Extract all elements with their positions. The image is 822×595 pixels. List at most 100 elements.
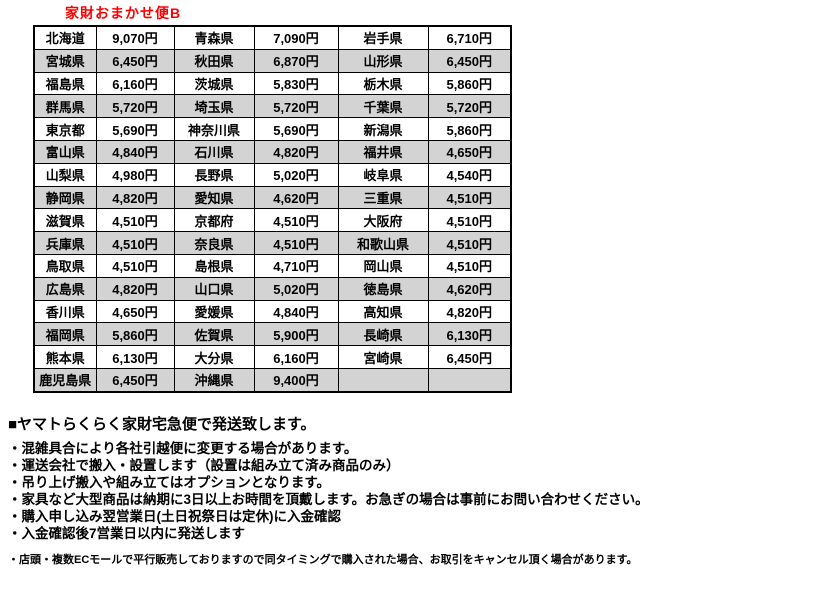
- prefecture-cell: 千葉県: [337, 94, 429, 119]
- price-cell: 4,710円: [253, 253, 339, 278]
- price-cell: 6,130円: [95, 345, 175, 369]
- prefecture-cell: 三重県: [337, 185, 429, 210]
- price-cell: 4,510円: [253, 208, 339, 233]
- table-row: 群馬県 5,720円 埼玉県 5,720円 千葉県 5,720円: [33, 94, 512, 119]
- price-cell: 6,870円: [253, 48, 339, 73]
- prefecture-cell: 群馬県: [33, 94, 97, 119]
- table-row: 鹿児島県 6,450円 沖縄県 9,400円: [33, 367, 512, 393]
- price-cell: 6,450円: [95, 48, 175, 73]
- price-cell: 5,020円: [253, 162, 339, 187]
- prefecture-cell: 香川県: [33, 299, 97, 324]
- price-cell: 4,980円: [95, 162, 175, 187]
- price-cell: 5,020円: [253, 276, 339, 301]
- table-row: 熊本県 6,130円 大分県 6,160円 宮崎県 6,450円: [33, 345, 512, 369]
- price-cell: 4,840円: [253, 299, 339, 324]
- prefecture-cell: 広島県: [33, 276, 97, 301]
- prefecture-cell: 愛媛県: [173, 299, 255, 324]
- price-cell: 4,510円: [95, 231, 175, 255]
- prefecture-cell: 徳島県: [337, 276, 429, 301]
- price-cell: 5,860円: [95, 322, 175, 347]
- table-row: 広島県 4,820円 山口県 5,020円 徳島県 4,620円: [33, 276, 512, 301]
- prefecture-cell: 鳥取県: [33, 253, 97, 278]
- prefecture-cell: 兵庫県: [33, 231, 97, 255]
- prefecture-cell: 福岡県: [33, 322, 97, 347]
- price-cell: 6,710円: [427, 25, 512, 50]
- price-cell: 4,540円: [427, 162, 512, 187]
- prefecture-cell: 神奈川県: [173, 117, 255, 141]
- prefecture-cell: 埼玉県: [173, 94, 255, 119]
- price-cell: 4,510円: [427, 185, 512, 210]
- table-row: 東京都 5,690円 神奈川県 5,690円 新潟県 5,860円: [33, 117, 512, 141]
- prefecture-cell: 奈良県: [173, 231, 255, 255]
- shipping-notes-list: ・混雑具合により各社引越便に変更する場合があります。・運送会社で搬入・設置します…: [8, 440, 649, 542]
- prefecture-cell: 山形県: [337, 48, 429, 73]
- prefecture-cell: 青森県: [173, 25, 255, 50]
- prefecture-cell: 宮城県: [33, 48, 97, 73]
- table-row: 宮城県 6,450円 秋田県 6,870円 山形県 6,450円: [33, 48, 512, 73]
- prefecture-cell: 島根県: [173, 253, 255, 278]
- prefecture-cell: 熊本県: [33, 345, 97, 369]
- note-line: ・入金確認後7営業日以内に発送します: [8, 526, 246, 541]
- table-row: 福島県 6,160円 茨城県 5,830円 栃木県 5,860円: [33, 71, 512, 96]
- prefecture-cell: 長崎県: [337, 322, 429, 347]
- prefecture-cell: 福井県: [337, 139, 429, 164]
- prefecture-cell: 茨城県: [173, 71, 255, 96]
- prefecture-cell: 大分県: [173, 345, 255, 369]
- price-cell: 4,620円: [427, 276, 512, 301]
- table-row: 滋賀県 4,510円 京都府 4,510円 大阪府 4,510円: [33, 208, 512, 233]
- note-line: ・吊り上げ搬入や組み立てはオプションとなります。: [8, 475, 330, 490]
- price-cell: 5,830円: [253, 71, 339, 96]
- price-cell: 4,820円: [253, 139, 339, 164]
- table-row: 山梨県 4,980円 長野県 5,020円 岐阜県 4,540円: [33, 162, 512, 187]
- price-cell: 6,450円: [427, 48, 512, 73]
- price-cell: [427, 367, 512, 393]
- prefecture-cell: 秋田県: [173, 48, 255, 73]
- prefecture-cell: 沖縄県: [173, 367, 255, 393]
- table-row: 福岡県 5,860円 佐賀県 5,900円 長崎県 6,130円: [33, 322, 512, 347]
- price-cell: 4,820円: [95, 276, 175, 301]
- shipping-method-heading: ■ヤマトらくらく家財宅急便で発送致します。: [8, 416, 316, 433]
- prefecture-cell: 栃木県: [337, 71, 429, 96]
- price-cell: 4,510円: [427, 231, 512, 255]
- price-cell: 6,450円: [95, 367, 175, 393]
- price-cell: 4,820円: [95, 185, 175, 210]
- price-cell: 5,720円: [95, 94, 175, 119]
- price-cell: 6,160円: [95, 71, 175, 96]
- prefecture-cell: 静岡県: [33, 185, 97, 210]
- price-cell: 4,620円: [253, 185, 339, 210]
- prefecture-cell: 佐賀県: [173, 322, 255, 347]
- shipping-price-table: 北海道 9,070円 青森県 7,090円 岩手県 6,710円 宮城県 6,450円 秋田県 6…: [33, 25, 512, 393]
- table-row: 鳥取県 4,510円 島根県 4,710円 岡山県 4,510円: [33, 253, 512, 278]
- prefecture-cell: 東京都: [33, 117, 97, 141]
- cancellation-footnote: ・店頭・複数ECモールで平行販売しておりますので同タイミングで購入された場合、お…: [8, 554, 638, 566]
- prefecture-cell: 宮崎県: [337, 345, 429, 369]
- table-row: 静岡県 4,820円 愛知県 4,620円 三重県 4,510円: [33, 185, 512, 210]
- price-cell: 9,070円: [95, 25, 175, 50]
- note-line: ・混雑具合により各社引越便に変更する場合があります。: [8, 441, 358, 456]
- price-cell: 5,690円: [95, 117, 175, 141]
- prefecture-cell: 山口県: [173, 276, 255, 301]
- price-cell: 4,510円: [427, 208, 512, 233]
- price-cell: 6,160円: [253, 345, 339, 369]
- price-cell: 6,450円: [427, 345, 512, 369]
- note-line: ・運送会社で搬入・設置します（設置は組み立て済み商品のみ）: [8, 458, 400, 473]
- table-row: 香川県 4,650円 愛媛県 4,840円 高知県 4,820円: [33, 299, 512, 324]
- prefecture-cell: 愛知県: [173, 185, 255, 210]
- table-row: 兵庫県 4,510円 奈良県 4,510円 和歌山県 4,510円: [33, 231, 512, 255]
- prefecture-cell: 富山県: [33, 139, 97, 164]
- note-line: ・家具など大型商品は納期に3日以上お時間を頂戴します。お急ぎの場合は事前にお問い…: [8, 492, 649, 507]
- price-cell: 5,860円: [427, 117, 512, 141]
- price-cell: 7,090円: [253, 25, 339, 50]
- prefecture-cell: 北海道: [33, 25, 97, 50]
- price-cell: 4,510円: [95, 208, 175, 233]
- table-row: 北海道 9,070円 青森県 7,090円 岩手県 6,710円: [33, 25, 512, 50]
- prefecture-cell: 京都府: [173, 208, 255, 233]
- prefecture-cell: 福島県: [33, 71, 97, 96]
- table-row: 富山県 4,840円 石川県 4,820円 福井県 4,650円: [33, 139, 512, 164]
- prefecture-cell: 岡山県: [337, 253, 429, 278]
- price-cell: 5,900円: [253, 322, 339, 347]
- price-cell: 4,650円: [427, 139, 512, 164]
- prefecture-cell: 高知県: [337, 299, 429, 324]
- price-cell: 4,650円: [95, 299, 175, 324]
